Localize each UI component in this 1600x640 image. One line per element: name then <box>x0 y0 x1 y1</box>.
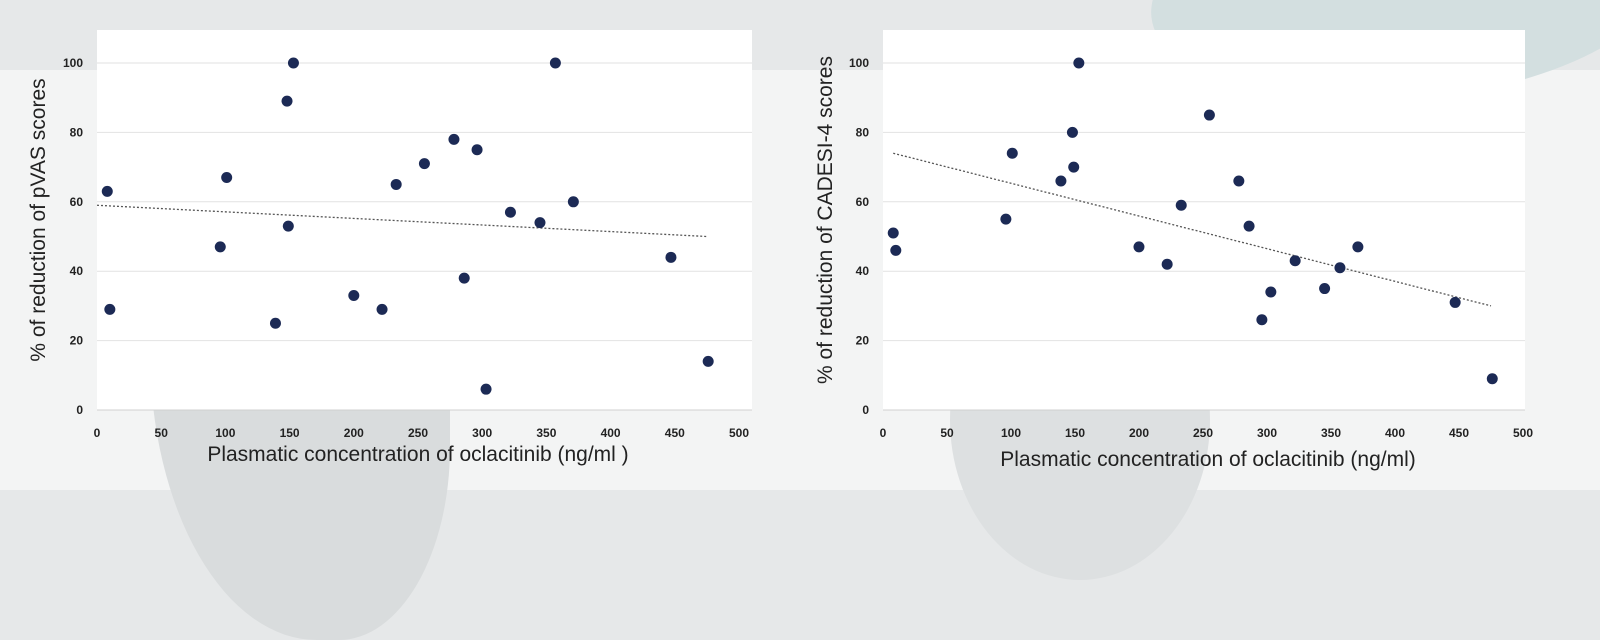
x-tick-label: 150 <box>1065 426 1085 440</box>
x-tick-label: 500 <box>1513 426 1533 440</box>
y-tick-label: 80 <box>70 125 84 139</box>
data-point <box>448 133 460 145</box>
data-point <box>390 178 402 190</box>
y-tick-label: 0 <box>76 403 83 417</box>
data-point <box>471 144 483 156</box>
chart-pvas: 0 20 40 60 80 100 0 50 100 150 200 250 300 350 400 450 5… <box>27 30 752 466</box>
data-point <box>1068 161 1080 173</box>
x-tick-label: 300 <box>1257 426 1277 440</box>
y-axis-title: % of reduction of CADESI-4 scores <box>814 56 837 384</box>
data-point <box>1000 213 1012 225</box>
y-tick-label: 100 <box>63 56 83 70</box>
data-point <box>1175 199 1187 211</box>
x-tick-label: 450 <box>1449 426 1469 440</box>
x-axis-title: Plasmatic concentration of oclacitinib (… <box>1000 448 1416 471</box>
data-point <box>221 172 233 184</box>
x-tick-label: 100 <box>215 426 235 440</box>
data-point <box>534 217 546 229</box>
data-point <box>890 244 902 256</box>
data-point <box>418 158 430 170</box>
x-tick-label: 0 <box>94 426 101 440</box>
y-tick-label: 60 <box>70 195 84 209</box>
x-tick-label: 400 <box>601 426 621 440</box>
data-point <box>104 303 116 315</box>
y-tick-label: 0 <box>862 403 869 417</box>
data-point <box>1334 262 1346 274</box>
x-tick-label: 250 <box>408 426 428 440</box>
x-tick-label: 200 <box>344 426 364 440</box>
x-tick-label: 350 <box>536 426 556 440</box>
data-point <box>567 196 579 208</box>
y-tick-label: 20 <box>856 334 870 348</box>
data-point <box>1486 373 1498 385</box>
data-point <box>1289 255 1301 267</box>
data-point <box>376 303 388 315</box>
data-point <box>287 57 299 69</box>
x-tick-label: 400 <box>1385 426 1405 440</box>
x-tick-label: 450 <box>665 426 685 440</box>
data-point <box>269 317 281 329</box>
data-point <box>665 251 677 263</box>
x-tick-label: 0 <box>880 426 887 440</box>
data-point <box>1055 175 1067 187</box>
data-point <box>1203 109 1215 121</box>
chart-cadesi: 0 20 40 60 80 100 0 50 100 150 200 250 300 350 400 450 5… <box>814 30 1533 471</box>
x-axis-title: Plasmatic concentration of oclacitinib (… <box>207 443 628 466</box>
data-point <box>549 57 561 69</box>
x-tick-label: 350 <box>1321 426 1341 440</box>
x-tick-label: 250 <box>1193 426 1213 440</box>
plot-area <box>883 30 1525 410</box>
data-point <box>702 355 714 367</box>
data-point <box>1265 286 1277 298</box>
data-point <box>1006 147 1018 159</box>
data-point <box>282 220 294 232</box>
x-tick-label: 150 <box>280 426 300 440</box>
data-point <box>1133 241 1145 253</box>
x-tick-label: 50 <box>940 426 954 440</box>
data-point <box>1352 241 1364 253</box>
y-tick-label: 100 <box>849 56 869 70</box>
data-point <box>1233 175 1245 187</box>
y-tick-label: 40 <box>856 264 870 278</box>
data-point <box>480 383 492 395</box>
data-point <box>1243 220 1255 232</box>
x-tick-label: 500 <box>729 426 749 440</box>
data-point <box>458 272 470 284</box>
data-point <box>1256 314 1268 326</box>
plot-area <box>97 30 752 410</box>
data-point <box>504 206 516 218</box>
y-axis-title: % of reduction of pVAS scores <box>27 78 50 361</box>
y-tick-label: 60 <box>856 195 870 209</box>
data-point <box>214 241 226 253</box>
data-point <box>101 185 113 197</box>
data-point <box>1066 126 1078 138</box>
data-point <box>1161 258 1173 270</box>
x-tick-label: 50 <box>155 426 169 440</box>
x-tick-label: 100 <box>1001 426 1021 440</box>
x-tick-label: 300 <box>472 426 492 440</box>
data-point <box>1319 283 1331 295</box>
data-point <box>1073 57 1085 69</box>
x-tick-label: 200 <box>1129 426 1149 440</box>
data-point <box>887 227 899 239</box>
data-point <box>281 95 293 107</box>
trendline <box>893 152 1492 307</box>
trendline <box>96 204 707 238</box>
y-tick-label: 40 <box>70 264 84 278</box>
y-tick-label: 80 <box>856 125 870 139</box>
data-point <box>1449 296 1461 308</box>
y-tick-label: 20 <box>70 334 84 348</box>
data-point <box>348 289 360 301</box>
